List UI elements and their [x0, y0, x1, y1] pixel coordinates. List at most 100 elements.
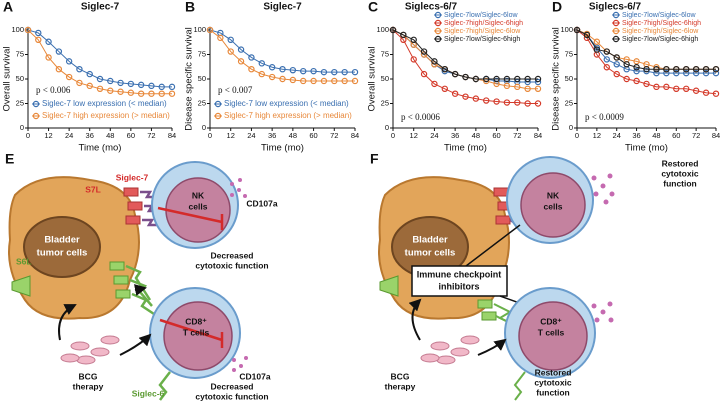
censor-marker: [712, 65, 720, 73]
x-tick-label: 36: [632, 131, 640, 140]
censor-marker: [493, 98, 500, 105]
censor-marker: [663, 83, 670, 91]
censor-marker: [472, 75, 480, 83]
censor-marker: [633, 67, 640, 75]
censor-marker: [663, 69, 670, 77]
nk-label: cells: [189, 201, 208, 211]
censor-marker: [653, 65, 660, 73]
censor-marker: [441, 65, 448, 73]
censor-marker: [483, 75, 490, 83]
t-label: T cells: [538, 327, 565, 337]
censor-marker: [410, 56, 417, 63]
granules: [232, 356, 248, 372]
censor-marker: [603, 56, 610, 63]
survival-line: [209, 29, 355, 82]
censor-marker: [117, 88, 124, 95]
censor-marker: [289, 66, 297, 74]
censor-marker: [410, 36, 417, 44]
x-tick-label: 24: [247, 131, 255, 140]
legend-label: Siglec-7low/Siglec-6low: [444, 12, 518, 19]
censor-marker: [127, 89, 135, 96]
legend-label: Siglec-7low/Siglec-6high: [622, 36, 698, 43]
legend-label: Siglec-7low/Siglec-6high: [444, 36, 520, 43]
t-nucleus: [163, 301, 233, 371]
arrow: [119, 333, 152, 356]
censor-marker: [137, 90, 145, 97]
censor-marker: [623, 61, 630, 68]
censor-marker: [168, 90, 176, 97]
x-tick-label: 72: [513, 131, 521, 140]
effect-label: cytotoxic: [534, 377, 572, 387]
x-tick-label: 12: [410, 131, 418, 140]
censor-marker: [702, 65, 710, 73]
censor-marker: [613, 70, 620, 78]
censor-marker: [524, 75, 531, 83]
y-axis-label: Overall survival: [2, 47, 13, 112]
censor-marker: [441, 85, 448, 93]
x-tick-label: 12: [227, 131, 235, 140]
censor-marker: [158, 90, 165, 97]
s7l-label: S7L: [85, 184, 101, 194]
y-tick-label: 100: [560, 25, 573, 34]
censor-marker: [524, 85, 531, 93]
censor-marker: [351, 77, 359, 85]
x-tick-label: 60: [127, 131, 135, 140]
y-axis-label: Disease specific survival: [184, 27, 195, 130]
censor-marker: [148, 82, 155, 90]
nk-label: NK: [192, 190, 205, 200]
censor-marker: [673, 65, 680, 73]
censor-marker: [351, 68, 359, 76]
effect-label: Decreased: [210, 381, 253, 391]
censor-marker: [107, 87, 114, 94]
censor-marker: [237, 46, 245, 53]
censor-marker: [593, 44, 601, 51]
censor-marker: [643, 67, 650, 75]
x-axis-label: Time (mo): [625, 143, 668, 154]
censor-marker: [683, 65, 690, 73]
censor-marker: [45, 54, 52, 61]
nk-label: cells: [544, 201, 563, 211]
x-tick-label: 36: [268, 131, 276, 140]
x-tick-label: 48: [106, 131, 114, 140]
panel-label: E: [5, 151, 14, 167]
censor-marker: [341, 68, 348, 76]
inhibition-line: [157, 206, 224, 230]
censor-marker: [483, 97, 490, 104]
diagram-f: F Restored cytotoxic function NK ce: [370, 151, 699, 401]
x-tick-label: 60: [309, 131, 317, 140]
censor-marker: [692, 69, 700, 77]
censor-marker: [683, 69, 690, 77]
x-axis-label: Time (mo): [79, 143, 122, 154]
censor-marker: [593, 38, 601, 45]
censor-marker: [702, 69, 710, 77]
censor-marker: [168, 83, 176, 91]
censor-marker: [633, 64, 640, 71]
survival-line: [209, 29, 355, 73]
censor-marker: [673, 69, 680, 77]
y-tick-label: 25: [565, 98, 573, 107]
censor-marker: [534, 100, 542, 107]
censor-marker: [137, 81, 145, 89]
chart: B Siglec-7 Disease specific survival Time (…: [184, 0, 360, 154]
censor-marker: [127, 80, 135, 88]
censor-marker: [420, 70, 428, 78]
tumor-label: Bladder: [412, 235, 448, 246]
survival-line: [576, 29, 716, 70]
censor-marker: [514, 75, 521, 83]
y-tick-label: 50: [381, 74, 389, 83]
y-tick-label: 0: [385, 123, 389, 132]
censor-marker: [310, 67, 317, 75]
censor-marker: [503, 82, 511, 90]
censor-marker: [613, 54, 620, 61]
inhibition-line: [159, 318, 224, 348]
bcg-label: BCG: [391, 371, 410, 381]
panel-label: F: [370, 151, 379, 167]
y-tick-label: 75: [565, 49, 573, 58]
x-tick-label: 60: [492, 131, 500, 140]
x-axis-label: Time (mo): [444, 143, 487, 154]
x-tick-label: 12: [44, 131, 52, 140]
x-tick-label: 48: [652, 131, 660, 140]
censor-marker: [514, 83, 521, 91]
censor-marker: [35, 29, 42, 37]
